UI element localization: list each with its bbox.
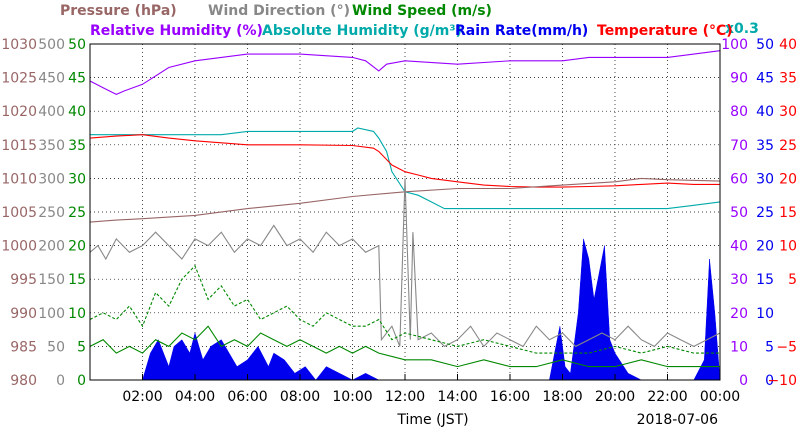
tick-label: 200 [38,239,65,255]
tick-label: 00:00 [700,389,740,405]
tick-label: 150 [38,272,65,288]
series-line [89,264,720,354]
series-line [89,134,720,188]
tick-label: 980 [10,373,37,389]
series-area [90,238,721,381]
tick-label: 02:00 [122,389,162,405]
tick-label: −10 [767,373,797,389]
tick-label: 25 [779,138,797,154]
tick-label: 40 [756,104,774,120]
tick-label: 10 [68,306,86,322]
tick-label: 50 [730,205,748,221]
tick-label: 12:00 [385,389,425,405]
series-line [89,50,721,96]
tick-label: 80 [730,104,748,120]
tick-label: 995 [10,272,37,288]
tick-label: 1005 [1,205,37,221]
tick-label: 90 [730,71,748,87]
tick-label: 0 [56,373,65,389]
tick-label: 16:00 [490,389,530,405]
tick-label: 400 [38,104,65,120]
tick-label: 14:00 [437,389,477,405]
tick-label: 20 [779,171,797,187]
legend-item: Wind Speed (m/s) [352,3,492,19]
tick-label: 45 [68,71,86,87]
tick-label: 990 [10,306,37,322]
tick-label: 35 [756,138,774,154]
legend-item: Relative Humidity (%) [90,23,263,39]
tick-label: 08:00 [280,389,320,405]
tick-label: 25 [68,205,86,221]
tick-label: 45 [756,71,774,87]
tick-label: 35 [779,71,797,87]
tick-label: 22:00 [647,389,687,405]
tick-label: 15 [779,205,797,221]
tick-label: −5 [776,339,797,355]
tick-label: 10 [730,339,748,355]
legend-item: Temperature (°C) [597,23,733,39]
tick-label: 25 [756,205,774,221]
tick-label: 30 [68,171,86,187]
tick-label: 70 [730,138,748,154]
legend-item: Rain Rate(mm/h) [455,23,588,39]
tick-label: 30 [779,104,797,120]
tick-label: 0 [77,373,86,389]
tick-label: 10 [779,239,797,255]
legend-item: x0.3 [725,21,759,37]
legend-item: Wind Direction (°) [208,3,350,19]
tick-label: 100 [38,306,65,322]
tick-label: 20:00 [595,389,635,405]
tick-label: 450 [38,71,65,87]
tick-label: 15 [68,272,86,288]
tick-label: 60 [730,171,748,187]
axes: 1030102510201015101010051000995990985980… [1,37,797,428]
tick-label: 20 [730,306,748,322]
tick-label: 10:00 [332,389,372,405]
tick-label: 30 [756,171,774,187]
tick-label: 300 [38,171,65,187]
tick-label: 5 [765,339,774,355]
tick-label: 40 [730,239,748,255]
tick-label: 1015 [1,138,37,154]
tick-label: 1030 [1,37,37,53]
tick-label: 40 [68,104,86,120]
series-line [89,325,720,368]
tick-label: 1020 [1,104,37,120]
tick-label: 250 [38,205,65,221]
tick-label: 0 [765,373,774,389]
legend: Pressure (hPa) Wind Direction (°) Wind Spe… [60,3,759,39]
chart-date: 2018-07-06 [637,412,718,428]
tick-label: 350 [38,138,65,154]
tick-label: 1010 [1,171,37,187]
tick-label: 40 [779,37,797,53]
tick-label: 5 [788,272,797,288]
tick-label: 20 [68,239,86,255]
tick-label: 0 [739,373,748,389]
tick-label: 10 [756,306,774,322]
tick-label: 18:00 [542,389,582,405]
tick-label: 04:00 [175,389,215,405]
tick-label: 5 [77,339,86,355]
tick-label: 30 [730,272,748,288]
tick-label: 1025 [1,71,37,87]
x-axis-label: Time (JST) [396,412,468,428]
tick-label: 1000 [1,239,37,255]
tick-label: 50 [68,37,86,53]
tick-label: 50 [47,339,65,355]
tick-label: 20 [756,239,774,255]
tick-label: 15 [756,272,774,288]
series-layer [89,50,721,381]
series-line [89,178,721,348]
legend-item: Pressure (hPa) [60,3,177,19]
tick-label: 35 [68,138,86,154]
tick-label: 985 [10,339,37,355]
tick-label: 06:00 [227,389,267,405]
grid [90,44,720,380]
tick-label: 500 [38,37,65,53]
legend-item: Absolute Humidity (g/m³) [262,23,462,39]
tick-label: 100 [721,37,748,53]
tick-label: 50 [756,37,774,53]
